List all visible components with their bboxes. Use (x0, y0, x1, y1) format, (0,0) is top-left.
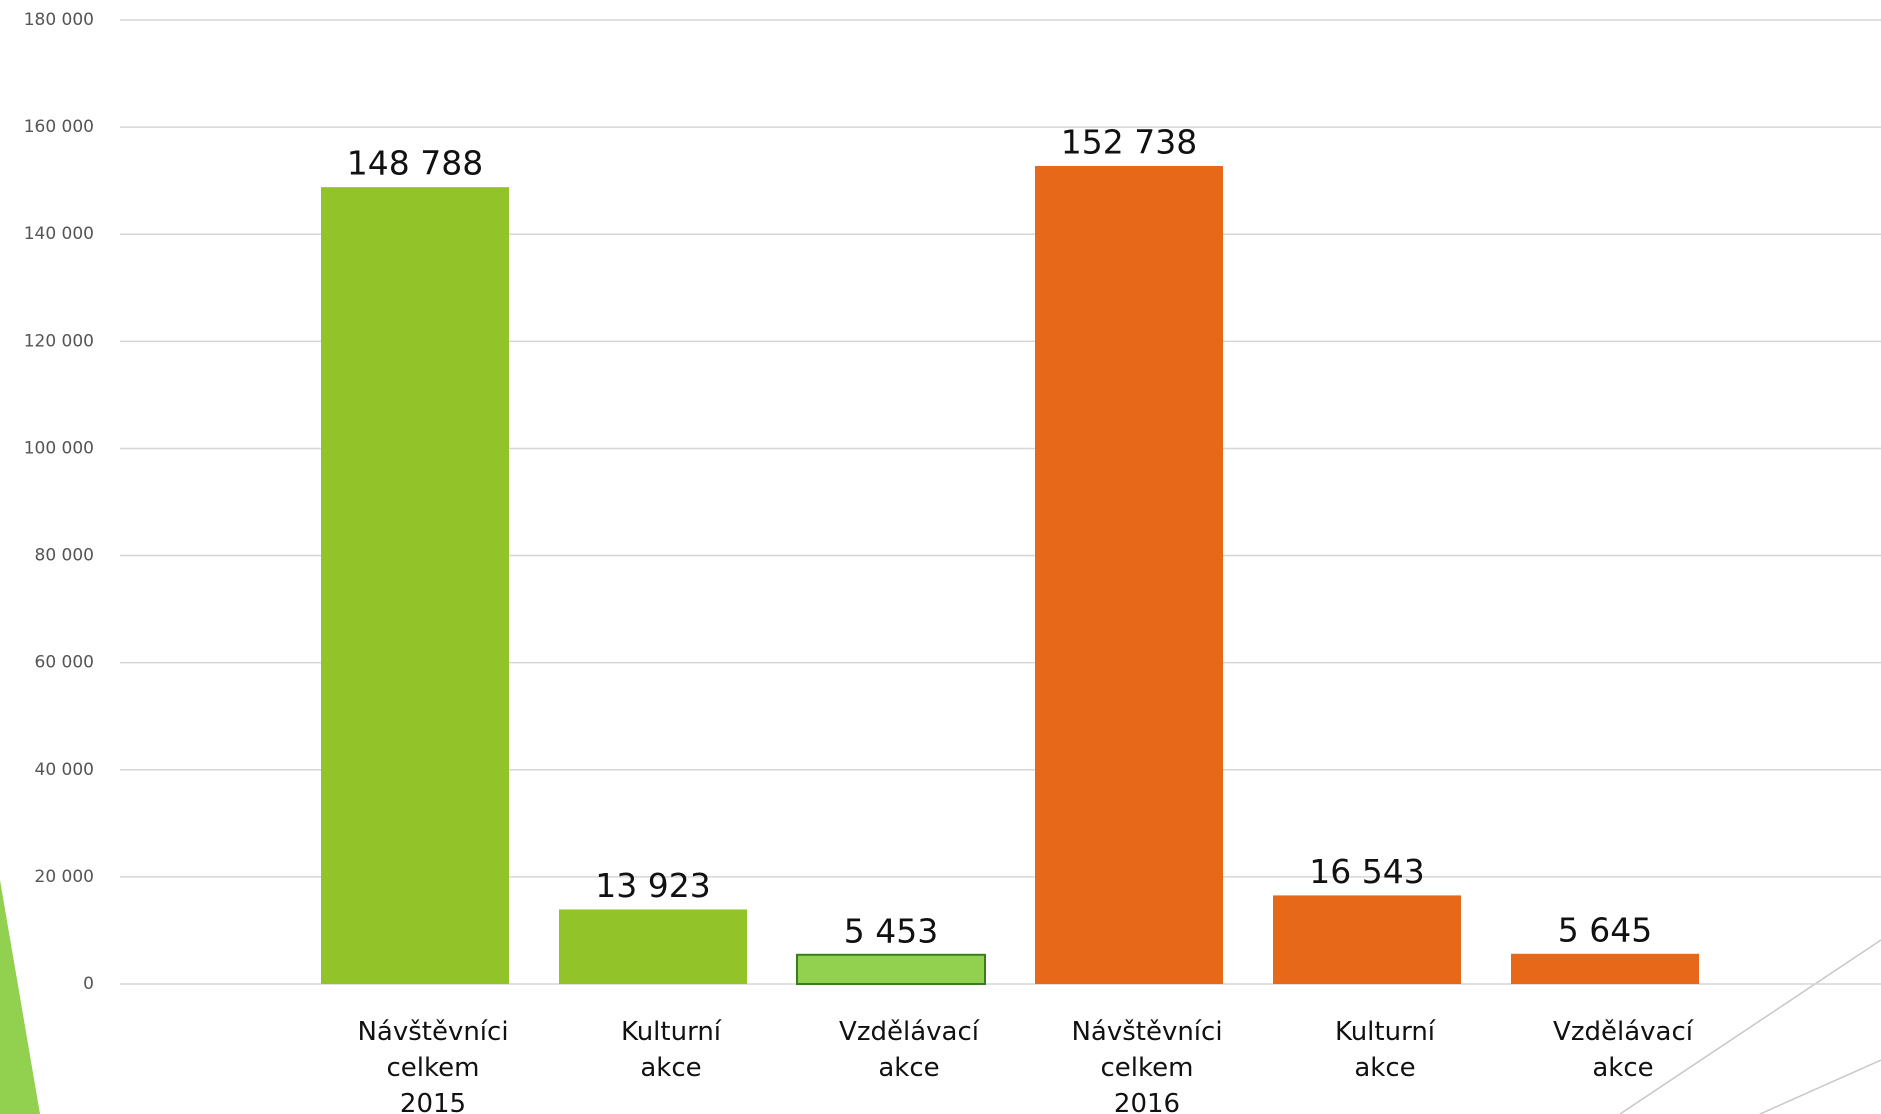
y-tick-label: 180 000 (24, 10, 94, 30)
decoration-line (1619, 939, 1881, 1114)
y-tick-label: 20 000 (35, 867, 94, 887)
x-tick-label: Kulturní akce (1335, 1017, 1436, 1083)
bar (321, 187, 509, 984)
y-tick-label: 40 000 (35, 760, 94, 780)
x-tick-label: Vzdělávací akce (839, 1017, 980, 1083)
x-tick-label: Návštěvníci celkem 2016 (1071, 1017, 1222, 1114)
x-tick-label: Návštěvníci celkem 2015 (357, 1017, 508, 1114)
data-label: 13 923 (595, 866, 710, 905)
bar (1273, 895, 1461, 984)
y-tick-label: 0 (83, 974, 94, 994)
bar (1035, 166, 1223, 984)
data-label: 148 788 (347, 144, 483, 183)
data-label: 16 543 (1309, 852, 1424, 891)
decoration-triangle (0, 880, 40, 1114)
y-tick-label: 80 000 (35, 546, 94, 566)
bar (796, 953, 986, 985)
x-tick-label: Kulturní akce (621, 1017, 722, 1083)
data-label: 5 645 (1558, 910, 1652, 949)
bar (1511, 953, 1699, 984)
data-label: 152 738 (1061, 123, 1197, 162)
decoration-line (1759, 1059, 1881, 1114)
y-tick-label: 100 000 (24, 438, 94, 458)
data-label: 5 453 (844, 911, 938, 950)
y-tick-label: 160 000 (24, 117, 94, 137)
y-tick-label: 60 000 (35, 653, 94, 673)
bar (559, 909, 747, 984)
y-tick-label: 120 000 (24, 331, 94, 351)
x-tick-label: Vzdělávací akce (1553, 1017, 1694, 1083)
y-tick-label: 140 000 (24, 224, 94, 244)
